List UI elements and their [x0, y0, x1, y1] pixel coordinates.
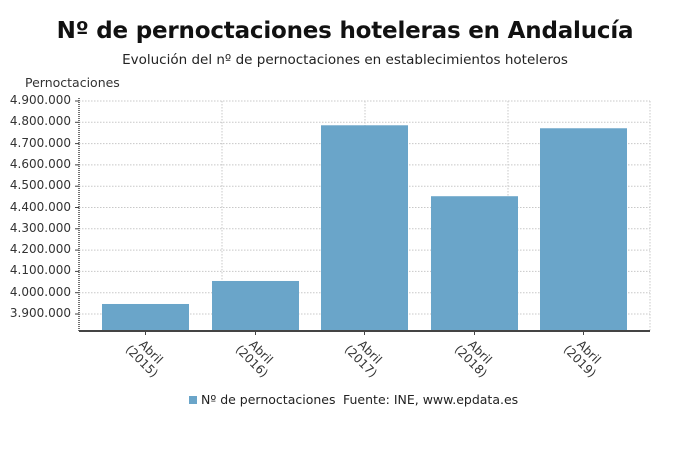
chart-subtitle: Evolución del nº de pernoctaciones en es…	[122, 52, 568, 68]
y-tick-label: 4.100.000	[9, 263, 71, 278]
legend: Nº de pernoctaciones	[189, 392, 335, 407]
legend-swatch-icon	[189, 395, 197, 404]
y-tick-label: 4.600.000	[9, 156, 71, 171]
legend-label: Nº de pernoctaciones	[201, 392, 336, 407]
y-tick-label: 4.700.000	[9, 135, 71, 150]
y-tick-label: 4.900.000	[9, 93, 71, 107]
y-tick-label: 4.300.000	[9, 220, 71, 235]
y-tick-label: 4.500.000	[9, 178, 71, 193]
y-tick-label: 4.800.000	[9, 114, 71, 129]
y-tick-label: 4.000.000	[9, 284, 71, 299]
y-tick-label: 4.400.000	[9, 199, 71, 214]
bar-2017	[321, 125, 408, 331]
source-note: Fuente: INE, www.epdata.es	[343, 392, 519, 407]
bar-2015	[102, 303, 189, 331]
y-tick-label: 4.200.000	[9, 242, 71, 257]
chart-title: Nº de pernoctaciones hoteleras en Andalu…	[56, 18, 634, 44]
bar-2016	[212, 280, 299, 331]
bar-2018	[431, 196, 518, 331]
bar-2019	[540, 128, 627, 331]
y-axis-label: Pernoctaciones	[25, 75, 120, 90]
y-tick-label: 3.900.000	[9, 306, 71, 320]
